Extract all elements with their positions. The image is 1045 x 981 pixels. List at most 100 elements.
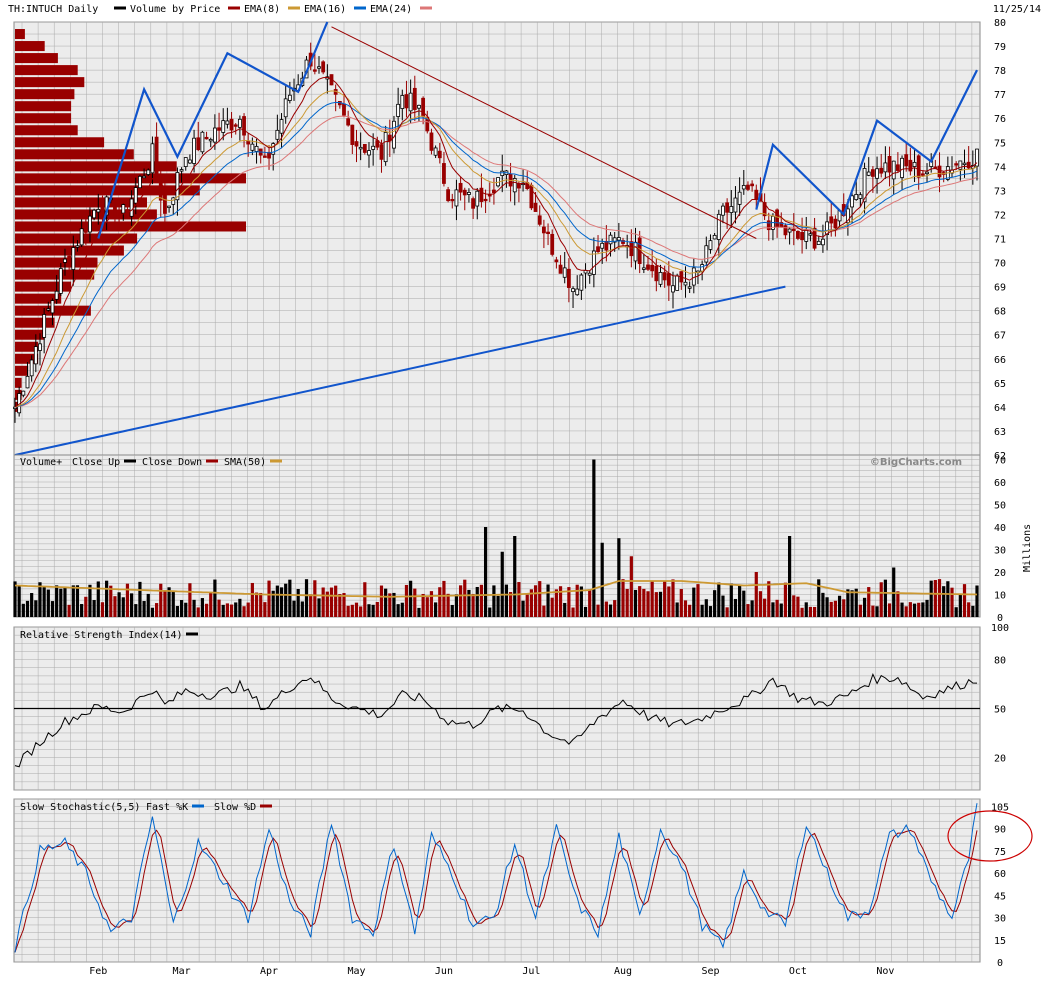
- volume-bar: [733, 598, 738, 617]
- candle-body: [242, 116, 246, 136]
- volume-bar: [675, 602, 679, 617]
- candle-body: [641, 267, 646, 270]
- candle-body: [912, 161, 917, 167]
- volume-bar: [750, 600, 754, 617]
- candle-body: [346, 118, 351, 126]
- y-tick-label: 90: [994, 825, 1006, 836]
- volume-by-price-bar: [15, 113, 72, 124]
- volume-by-price-bar: [15, 353, 39, 364]
- y-tick-label: 80: [994, 18, 1006, 29]
- candle-body: [433, 147, 438, 156]
- volume-bar: [471, 593, 475, 617]
- volume-bar: [929, 580, 933, 617]
- candle-body: [146, 169, 151, 175]
- volume-bar: [763, 598, 767, 617]
- volume-bar: [550, 597, 554, 617]
- watermark: ©BigCharts.com: [870, 457, 962, 468]
- candle-body: [362, 144, 367, 153]
- candle-body: [204, 136, 209, 140]
- volume-bar: [130, 593, 134, 617]
- candle-body: [350, 124, 355, 145]
- candle-body: [383, 131, 388, 163]
- y-tick-label: 75: [994, 847, 1006, 858]
- volume-bar: [263, 602, 267, 617]
- y-tick-label: 30: [994, 546, 1006, 557]
- candle-body: [621, 240, 625, 244]
- volume-bar: [658, 591, 663, 617]
- candle-body: [454, 189, 459, 207]
- candle-body: [483, 198, 488, 202]
- volume-bar: [842, 599, 846, 617]
- volume-bar: [787, 536, 792, 617]
- volume-bar: [946, 581, 950, 617]
- candle-body: [179, 169, 184, 172]
- y-tick-label: 63: [994, 427, 1006, 438]
- volume-bar: [954, 607, 958, 617]
- volume-bar: [800, 607, 804, 617]
- volume-bar: [363, 582, 367, 617]
- candle-body: [958, 160, 963, 170]
- candle-body: [616, 237, 621, 241]
- volume-bar: [817, 579, 821, 617]
- candle-body: [492, 189, 496, 194]
- volume-bar: [862, 597, 867, 617]
- month-label: Sep: [701, 966, 719, 977]
- candle-body: [821, 238, 825, 246]
- volume-bar: [925, 599, 929, 617]
- ema8-line: [14, 76, 978, 408]
- y-tick-label: 0: [997, 613, 1003, 624]
- candle-body: [271, 143, 276, 155]
- volume-bar: [55, 585, 59, 617]
- candle-body: [154, 136, 159, 176]
- candle-body: [870, 169, 875, 177]
- y-tick-label: 71: [994, 235, 1006, 246]
- candle-body: [575, 288, 580, 296]
- volume-bar: [21, 603, 25, 617]
- candle-body: [816, 240, 821, 245]
- volume-bar: [400, 602, 404, 617]
- volume-bar: [434, 602, 438, 617]
- month-label: Aug: [614, 966, 632, 977]
- volume-bar: [504, 584, 509, 617]
- volume-bar: [629, 556, 633, 617]
- stochastic-legend: Fast %K Slow %D: [146, 802, 272, 813]
- volume-bar: [63, 586, 67, 617]
- candle-body: [829, 216, 834, 224]
- volume-bar: [396, 604, 400, 617]
- month-axis: Feb Mar Apr May Jun Jul Aug Sep Oct Nov: [89, 966, 894, 977]
- candle-body: [566, 268, 571, 288]
- y-tick-label: 50: [994, 501, 1006, 512]
- candle-body: [83, 229, 88, 233]
- candle-body: [762, 202, 767, 217]
- y-tick-label: 10: [994, 591, 1006, 602]
- volume-bar: [404, 584, 409, 617]
- candle-body: [396, 103, 401, 117]
- volume-bar: [125, 583, 130, 617]
- volume-bar: [288, 579, 292, 617]
- legend-label: EMA(24): [370, 4, 412, 15]
- volume-bar: [912, 603, 917, 617]
- volume-bar: [667, 586, 671, 617]
- volume-bar: [138, 581, 142, 617]
- y-tick-label: 75: [994, 138, 1006, 149]
- chart-date: 11/25/14: [993, 4, 1041, 15]
- volume-legend: Volume+ Close Up Close Down SMA(50): [20, 457, 282, 468]
- volume-bar: [871, 605, 875, 617]
- legend-label: Volume by Price: [130, 4, 220, 15]
- volume-bar: [113, 596, 117, 617]
- volume-bar: [13, 581, 17, 617]
- candle-body: [962, 162, 967, 166]
- candle-body: [367, 150, 371, 156]
- volume-bar: [738, 585, 742, 617]
- y-tick-label: 78: [994, 66, 1006, 77]
- candle-body: [279, 119, 284, 134]
- candle-body: [666, 273, 671, 286]
- candle-body: [208, 139, 213, 142]
- candle-body: [725, 202, 730, 213]
- candle-body: [287, 94, 292, 101]
- candle-body: [733, 197, 738, 213]
- candle-body: [750, 183, 755, 187]
- volume-bar: [267, 580, 271, 617]
- volume-by-price-bar: [15, 329, 45, 340]
